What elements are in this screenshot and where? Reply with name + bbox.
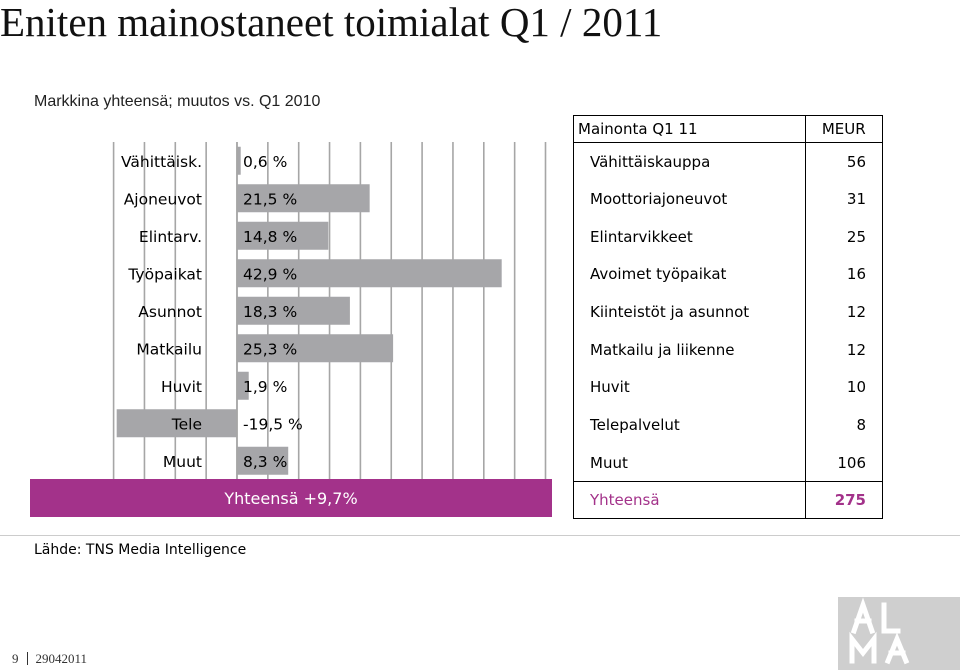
divider	[0, 535, 960, 536]
table-row-label: Muut	[573, 444, 806, 482]
table-row-label: Huvit	[573, 368, 806, 407]
table-row-value: 25	[804, 217, 884, 256]
alma-logo	[838, 597, 960, 670]
table-row-label: Matkailu ja liikenne	[573, 330, 806, 369]
table-header-label: Mainonta Q1 11	[573, 115, 806, 143]
footer-divider	[26, 652, 28, 665]
table-row-label: Moottoriajoneuvot	[573, 180, 806, 218]
data-label: -19,5 %	[243, 415, 303, 433]
bar	[237, 371, 249, 400]
bar	[237, 221, 329, 250]
table-row: Elintarvikkeet 25	[573, 217, 884, 256]
footer-date: 29042011	[35, 651, 88, 666]
table-row-value: 106	[804, 444, 884, 482]
table-row-label: Avoimet työpaikat	[573, 255, 806, 294]
bar	[237, 146, 241, 175]
table-header-unit: MEUR	[804, 115, 884, 143]
table-row-label: Elintarvikkeet	[573, 217, 806, 256]
table-row: Matkailu ja liikenne 12	[573, 330, 884, 369]
bar	[237, 334, 394, 363]
category-label: Ajoneuvot	[124, 190, 202, 208]
table-row-value: 12	[804, 330, 884, 369]
category-label: Vähittäisk.	[121, 153, 202, 171]
category-label: Asunnot	[138, 303, 202, 321]
table-row-label: Telepalvelut	[573, 406, 806, 444]
category-label: Työpaikat	[127, 265, 202, 283]
table-total-value: 275	[804, 481, 884, 520]
bar	[237, 259, 502, 288]
data-label: 0,6 %	[243, 153, 287, 171]
table-row-value: 10	[804, 368, 884, 407]
chart-subtitle: Markkina yhteensä; muutos vs. Q1 2010	[34, 93, 321, 110]
table-row-label: Vähittäiskauppa	[573, 142, 806, 181]
bar	[116, 409, 237, 438]
category-label: Elintarv.	[139, 228, 202, 246]
footer: 9 29042011	[12, 651, 87, 667]
category-label: Huvit	[161, 378, 202, 396]
data-label: 1,9 %	[243, 378, 287, 396]
source-note: Lähde: TNS Media Intelligence	[34, 542, 247, 558]
data-label: 8,3 %	[243, 453, 287, 471]
page-title: Eniten mainostaneet toimialat Q1 / 2011	[0, 0, 663, 45]
category-label: Matkailu	[136, 340, 202, 358]
data-label: 42,9 %	[243, 265, 297, 283]
table-row-value: 8	[804, 406, 884, 444]
table-row-value: 31	[804, 180, 884, 218]
table-row-value: 16	[804, 255, 884, 294]
data-label: 25,3 %	[243, 340, 297, 358]
advertising-table: Mainonta Q1 11 MEUR Vähittäiskauppa 56 Moo…	[573, 115, 884, 520]
table-row-value: 56	[804, 142, 884, 181]
bar-chart: Vähittäisk. 0,6 % Ajoneuvot 21,5 % Elintarv.…	[112, 142, 547, 480]
table-row: Vähittäiskauppa 56	[573, 142, 884, 181]
data-label: 21,5 %	[243, 190, 297, 208]
table-row: Telepalvelut 8	[573, 406, 884, 444]
data-label: 14,8 %	[243, 228, 297, 246]
data-label: 18,3 %	[243, 303, 297, 321]
bar	[237, 184, 370, 213]
table-row: Huvit 10	[573, 368, 884, 407]
chart-total-label: Yhteensä +9,7%	[30, 479, 552, 517]
bar	[237, 296, 350, 325]
table-row: Kiinteistöt ja asunnot 12	[573, 293, 884, 331]
page-number: 9	[12, 651, 19, 666]
table-row: Moottoriajoneuvot 31	[573, 180, 884, 218]
table-total-label: Yhteensä	[573, 481, 806, 520]
table-row-value: 12	[804, 293, 884, 331]
table-row: Avoimet työpaikat 16	[573, 255, 884, 294]
table-row: Muut 106	[573, 444, 884, 482]
bar	[237, 446, 289, 475]
table-row-label: Kiinteistöt ja asunnot	[573, 293, 806, 331]
category-label: Tele	[171, 415, 202, 433]
category-label: Muut	[163, 453, 202, 471]
table-total-row: Yhteensä 275	[573, 481, 884, 520]
